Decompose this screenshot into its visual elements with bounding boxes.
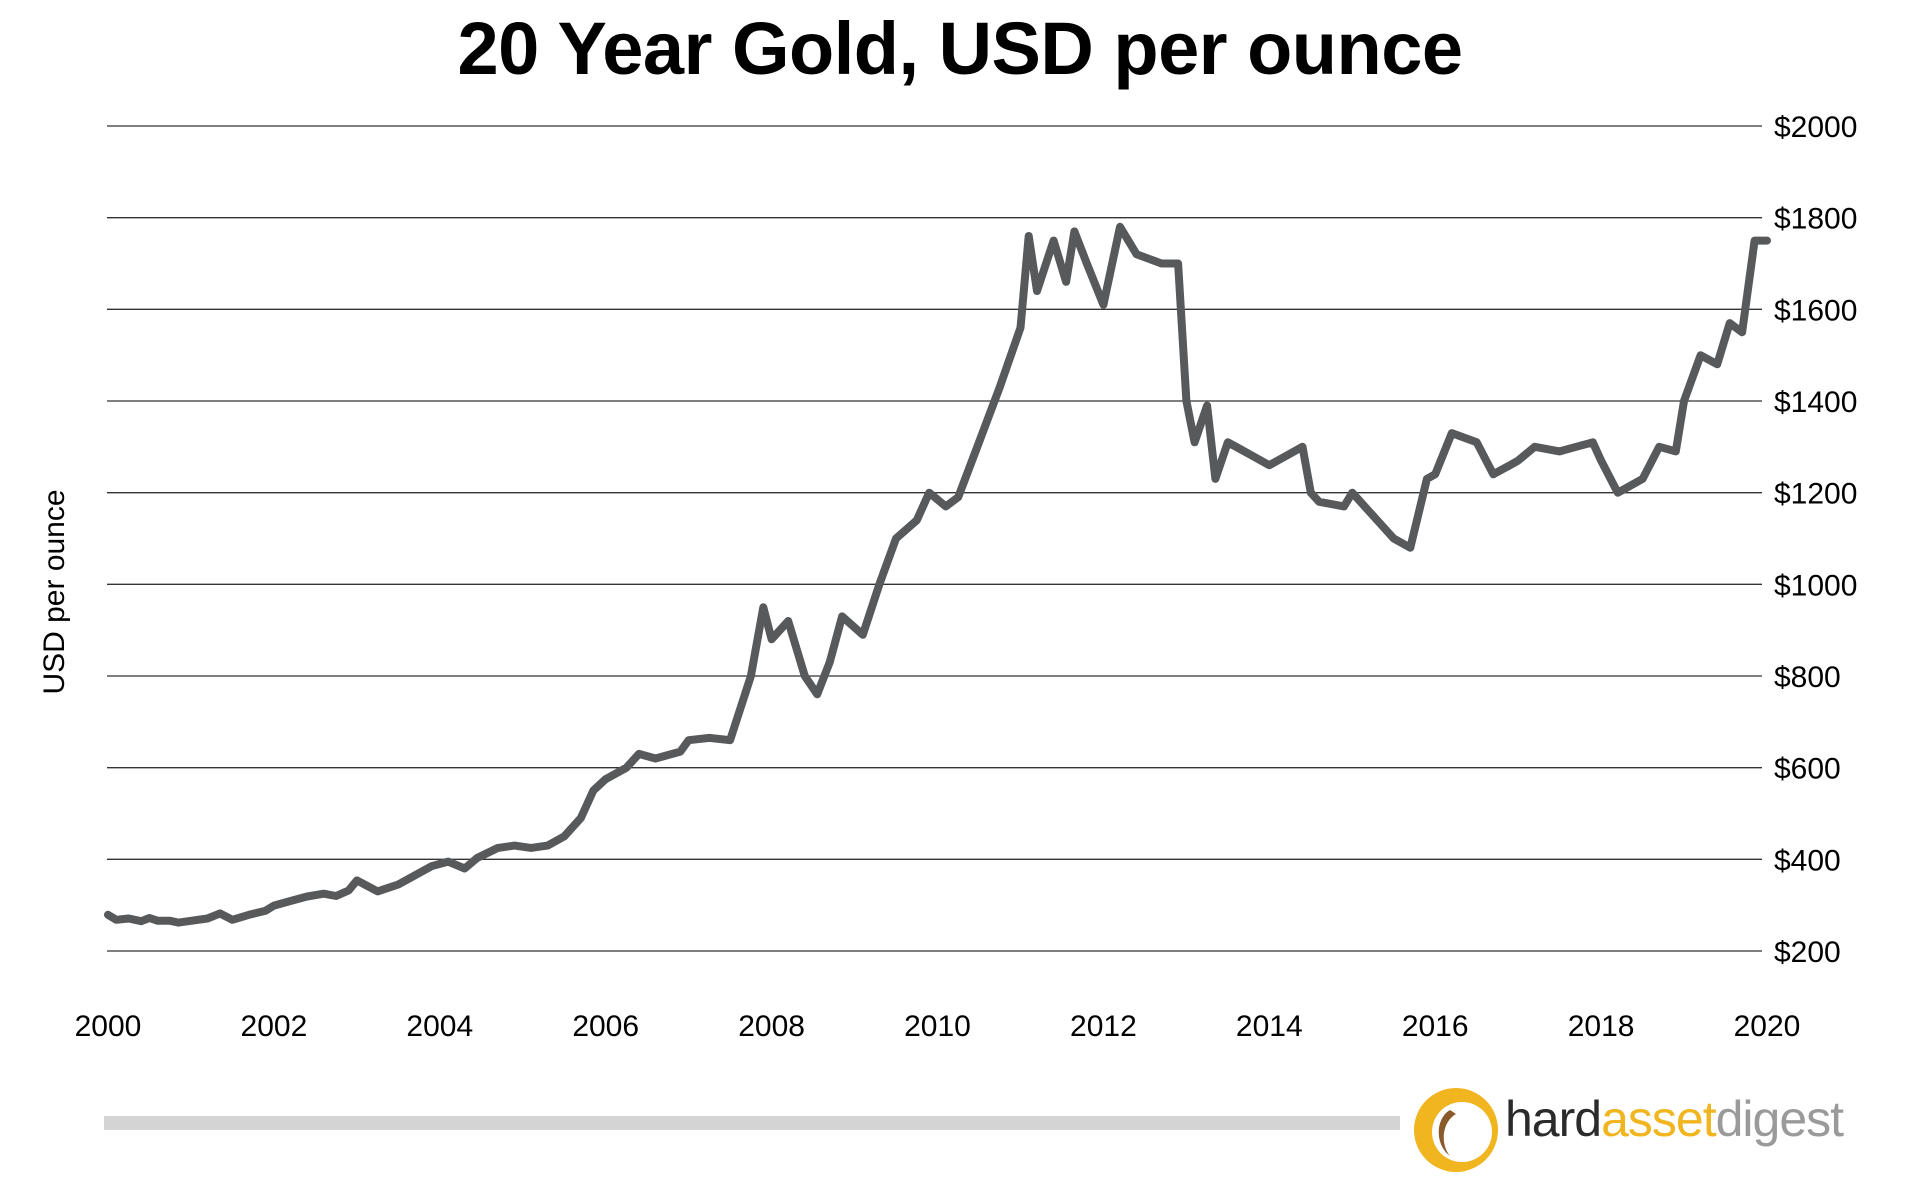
y-tick-label: $1200 — [1774, 478, 1857, 511]
x-tick-labels: 2000 2002 2004 2006 2008 2010 2012 2014 2016 2018… — [75, 1010, 1801, 1043]
x-tick-label: 2018 — [1568, 1010, 1635, 1043]
brand-wordmark-part-1: hard — [1505, 1091, 1602, 1147]
x-tick-label: 2012 — [1070, 1010, 1137, 1043]
y-tick-label: $800 — [1774, 661, 1841, 694]
brand-wordmark-part-2: asset — [1601, 1091, 1717, 1147]
footer-divider — [104, 1116, 1400, 1130]
brand-logo-icon — [1410, 1084, 1502, 1181]
brand-wordmark: hardassetdigest — [1505, 1090, 1844, 1148]
x-tick-label: 2004 — [406, 1010, 473, 1043]
x-tick-label: 2020 — [1734, 1010, 1801, 1043]
y-tick-labels: $200 $400 $600 $800 $1000 $1200 $1400 $1600 $180… — [1774, 111, 1857, 969]
series-layer — [104, 222, 1771, 927]
series-line-0 — [104, 222, 1771, 927]
chart-title: 20 Year Gold, USD per ounce — [457, 7, 1463, 90]
y-tick-label: $600 — [1774, 753, 1841, 786]
x-tick-label: 2006 — [572, 1010, 639, 1043]
brand-wordmark-part-3: digest — [1715, 1091, 1844, 1147]
y-tick-label: $200 — [1774, 936, 1841, 969]
x-tick-label: 2014 — [1236, 1010, 1303, 1043]
y-tick-label: $2000 — [1774, 111, 1857, 144]
y-tick-label: $1800 — [1774, 203, 1857, 236]
x-tick-label: 2010 — [904, 1010, 971, 1043]
x-tick-label: 2002 — [241, 1010, 308, 1043]
y-tick-label: $400 — [1774, 844, 1841, 877]
y-tick-label: $1000 — [1774, 569, 1857, 602]
y-tick-label: $1600 — [1774, 294, 1857, 327]
y-tick-label: $1400 — [1774, 386, 1857, 419]
x-tick-label: 2000 — [75, 1010, 142, 1043]
x-tick-label: 2016 — [1402, 1010, 1469, 1043]
x-tick-label: 2008 — [738, 1010, 805, 1043]
grid-lines — [107, 125, 1762, 952]
